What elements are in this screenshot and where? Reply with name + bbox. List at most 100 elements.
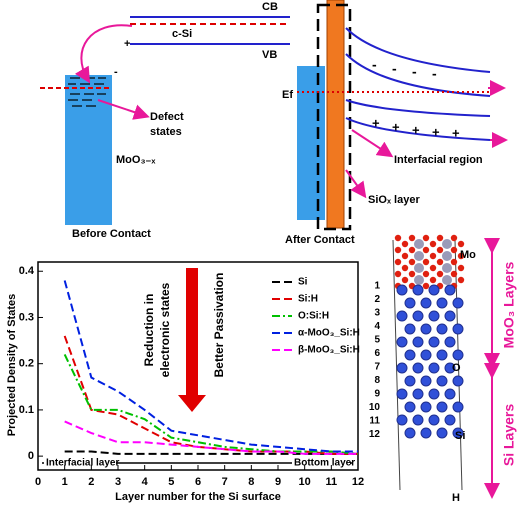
- svg-text:-: -: [372, 57, 377, 73]
- annotation: Reduction in: [142, 294, 156, 367]
- atom: [404, 375, 416, 387]
- layer-number: 11: [369, 416, 380, 427]
- atom: [394, 246, 402, 254]
- atom: [422, 258, 430, 266]
- atom: [452, 427, 464, 439]
- moo3-block: [297, 66, 325, 220]
- atom: [442, 251, 452, 261]
- atom: [429, 240, 437, 248]
- atom: [408, 270, 416, 278]
- band: [345, 99, 491, 117]
- atom: [412, 336, 424, 348]
- atom: [404, 323, 416, 335]
- atom: [422, 282, 430, 290]
- atom: [444, 336, 456, 348]
- legend-label: Si:H: [298, 294, 318, 305]
- atom: [408, 258, 416, 266]
- band: [345, 53, 491, 97]
- atom: [396, 284, 408, 296]
- x-tick-label: 3: [115, 476, 121, 488]
- atom: [428, 362, 440, 374]
- layer-number: 3: [374, 308, 380, 319]
- label: MoO₃₋ₓ: [116, 154, 156, 166]
- atom: [452, 323, 464, 335]
- atom: [396, 362, 408, 374]
- layer-number: 6: [374, 348, 380, 359]
- defects: [68, 77, 106, 107]
- atom: [422, 234, 430, 242]
- label: +: [124, 38, 130, 50]
- label: H: [452, 492, 460, 504]
- structure-labels: Mo O Si H MoO₃ Layers Si Layers: [452, 249, 517, 504]
- after-contact: ---- + + + + + Ef Interfacial region SiOₓ la…: [282, 0, 508, 246]
- label: Mo: [460, 249, 476, 261]
- x-tick-label: 12: [352, 476, 364, 488]
- label: Interfacial region: [394, 154, 483, 166]
- atom: [401, 264, 409, 272]
- series-line: [63, 280, 358, 453]
- atom: [450, 270, 458, 278]
- atom: [414, 263, 424, 273]
- label-bg: [292, 457, 350, 469]
- legend-label: β-MoO₃_Si:H: [298, 345, 360, 356]
- legend-label: O:Si:H: [298, 311, 329, 322]
- y-tick-label: 0.1: [19, 404, 34, 416]
- atom: [396, 336, 408, 348]
- x-tick-label: 10: [299, 476, 311, 488]
- chart: Projected Density of States Layer number…: [6, 261, 364, 503]
- label: O: [452, 362, 461, 374]
- label: states: [150, 126, 182, 138]
- atom: [394, 270, 402, 278]
- label: Ef: [282, 89, 293, 101]
- label: SiOₓ layer: [368, 194, 420, 206]
- atom: [457, 264, 465, 272]
- atom: [396, 388, 408, 400]
- x-tick-label: 2: [88, 476, 94, 488]
- svg-text:-: -: [392, 61, 397, 77]
- y-tick-label: 0: [28, 450, 34, 462]
- defect-arrow: [97, 99, 150, 120]
- atom: [420, 323, 432, 335]
- x-tick-label: 0: [35, 476, 41, 488]
- atom: [401, 252, 409, 260]
- atom: [404, 349, 416, 361]
- cell-edge: [454, 239, 463, 491]
- atom: [404, 401, 416, 413]
- x-tick-label: 5: [168, 476, 174, 488]
- atom: [450, 234, 458, 242]
- layer-number: 2: [374, 294, 380, 305]
- layer-number: 8: [374, 375, 380, 386]
- atom: [429, 276, 437, 284]
- atom: [396, 310, 408, 322]
- x-tick-label: 4: [142, 476, 149, 488]
- atom: [412, 362, 424, 374]
- annotation: Better Passivation: [212, 273, 226, 378]
- atom: [428, 284, 440, 296]
- label: CB: [262, 1, 278, 13]
- cell-edge: [392, 239, 401, 491]
- atom: [442, 275, 452, 285]
- layer-number: 5: [374, 335, 380, 346]
- label: c-Si: [172, 28, 192, 40]
- atom: [436, 297, 448, 309]
- atom: [436, 427, 448, 439]
- annotation: Bottom layer: [294, 458, 355, 469]
- atom: [420, 375, 432, 387]
- atom: [452, 375, 464, 387]
- svg-text:+: +: [392, 119, 400, 134]
- band: [345, 27, 491, 73]
- atom: [428, 388, 440, 400]
- atom: [422, 246, 430, 254]
- atom: [404, 427, 416, 439]
- atom: [412, 284, 424, 296]
- atom: [444, 310, 456, 322]
- siox-layer: [326, 0, 345, 229]
- atom: [457, 252, 465, 260]
- atom: [436, 246, 444, 254]
- series-line: [64, 420, 358, 455]
- x-tick-label: 6: [195, 476, 201, 488]
- atom: [444, 284, 456, 296]
- atom: [412, 310, 424, 322]
- atom: [428, 336, 440, 348]
